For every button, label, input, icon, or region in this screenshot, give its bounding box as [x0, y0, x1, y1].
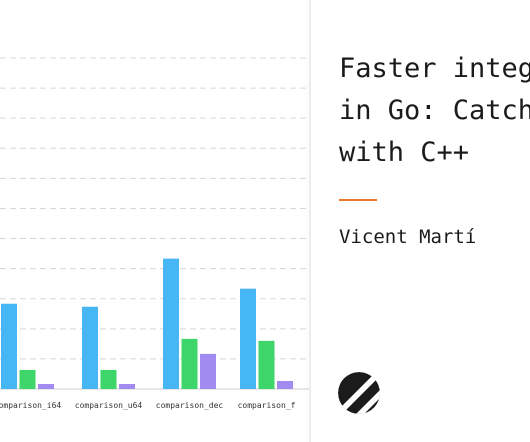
- panel-divider: [309, 0, 311, 442]
- article-title-line: with C++: [339, 137, 470, 168]
- planetscale-logo-icon: [338, 372, 380, 414]
- chart-bar: [277, 380, 293, 389]
- chart-category-label: comparison_dec: [156, 401, 224, 410]
- chart-bar: [82, 306, 98, 389]
- chart-bar: [100, 369, 117, 389]
- chart-category-label: comparison_f: [238, 401, 296, 410]
- article-title: Faster integer parsing in Go: Catching u…: [339, 48, 530, 174]
- chart-bar: [200, 353, 216, 389]
- chart-bar: [163, 258, 179, 389]
- chart-bar: [119, 383, 135, 389]
- chart-bar: [258, 340, 275, 389]
- article-title-line: in Go: Catching up: [339, 95, 530, 126]
- accent-divider: [339, 199, 377, 201]
- chart-bar: [181, 338, 198, 389]
- article-title-line: Faster integer parsing: [339, 53, 530, 84]
- benchmark-bar-chart: comparison_i64 comparison_u64 comparison_d…: [0, 57, 310, 410]
- chart-category-label: comparison_i64: [0, 401, 61, 410]
- chart-panel: comparison_i64 comparison_u64 comparison_d…: [0, 57, 310, 410]
- chart-bar: [1, 303, 17, 389]
- article-info-panel: Faster integer parsing in Go: Catching u…: [311, 0, 530, 442]
- chart-bar: [38, 383, 54, 389]
- chart-bar: [240, 288, 256, 389]
- chart-category-label: comparison_u64: [75, 401, 143, 410]
- chart-bar: [19, 369, 36, 389]
- author-name: Vicent Martí: [339, 226, 477, 248]
